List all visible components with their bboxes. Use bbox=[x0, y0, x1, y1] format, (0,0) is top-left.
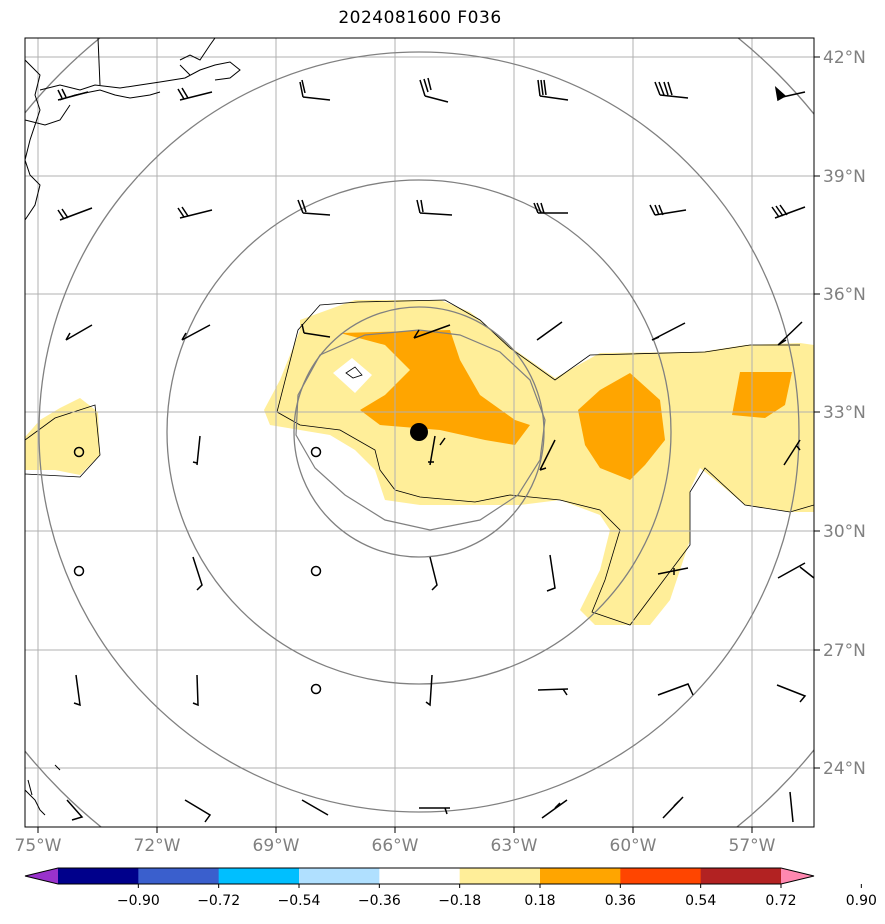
anomaly-contour-lines bbox=[25, 299, 814, 626]
lat-label: 33°N bbox=[823, 403, 866, 423]
colorbar-segments bbox=[25, 868, 814, 884]
colorbar-segment bbox=[620, 868, 702, 884]
map-title: 2024081600 F036 bbox=[338, 8, 502, 28]
lat-label: 24°N bbox=[823, 759, 866, 779]
lon-label: 60°W bbox=[610, 836, 657, 856]
graticule bbox=[25, 38, 814, 827]
storm-center-marker bbox=[410, 423, 428, 441]
latitude-labels: 42°N 39°N 36°N 33°N 30°N 27°N 24°N bbox=[823, 48, 866, 779]
colorbar-tick-label: −0.54 bbox=[278, 893, 321, 909]
colorbar-outline bbox=[24, 867, 815, 885]
lon-label: 63°W bbox=[491, 836, 538, 856]
anomaly-fill-medium bbox=[333, 330, 792, 480]
colorbar-segment bbox=[58, 868, 139, 884]
lon-label: 69°W bbox=[253, 836, 300, 856]
colorbar-tick-label: −0.36 bbox=[358, 893, 401, 909]
lat-label: 36°N bbox=[823, 285, 866, 305]
colorbar-segment bbox=[540, 868, 621, 884]
colorbar-segment bbox=[379, 868, 461, 884]
colorbar-tick-label: 0.54 bbox=[685, 893, 716, 909]
map-frame bbox=[24, 37, 815, 828]
lon-label: 72°W bbox=[134, 836, 181, 856]
colorbar-segment bbox=[218, 868, 300, 884]
colorbar-tick-label: −0.72 bbox=[197, 893, 240, 909]
colorbar-segment bbox=[138, 868, 220, 884]
lat-label: 42°N bbox=[823, 48, 866, 68]
wind-barbs bbox=[57, 77, 814, 823]
lon-label: 75°W bbox=[15, 836, 62, 856]
colorbar-tick-label: 0.36 bbox=[605, 893, 636, 909]
colorbar-segment bbox=[700, 868, 782, 884]
colorbar-extend-low bbox=[25, 868, 58, 884]
colorbar-tick-label: 0.90 bbox=[846, 893, 877, 909]
lat-label: 30°N bbox=[823, 522, 866, 542]
longitude-labels: 75°W 72°W 69°W 66°W 63°W 60°W 57°W bbox=[15, 836, 776, 856]
colorbar-tick-label: −0.90 bbox=[117, 893, 160, 909]
colorbar-tick-label: −0.18 bbox=[438, 893, 481, 909]
lon-label: 57°W bbox=[729, 836, 776, 856]
colorbar: −0.90 −0.72 −0.54 −0.36 −0.18 0.18 0.36 0.54 0.7… bbox=[24, 867, 877, 909]
coastline bbox=[25, 38, 241, 816]
lon-label: 66°W bbox=[372, 836, 419, 856]
colorbar-segment bbox=[459, 868, 541, 884]
colorbar-labels: −0.90 −0.72 −0.54 −0.36 −0.18 0.18 0.36 0.54 0.7… bbox=[117, 884, 877, 909]
axis-tick-marks bbox=[37, 56, 820, 833]
lat-label: 39°N bbox=[823, 167, 866, 187]
colorbar-segment bbox=[299, 868, 380, 884]
colorbar-extend-high bbox=[781, 868, 814, 884]
colorbar-tick-label: 0.72 bbox=[765, 893, 796, 909]
colorbar-tick-label: 0.18 bbox=[524, 893, 555, 909]
lat-label: 27°N bbox=[823, 641, 866, 661]
